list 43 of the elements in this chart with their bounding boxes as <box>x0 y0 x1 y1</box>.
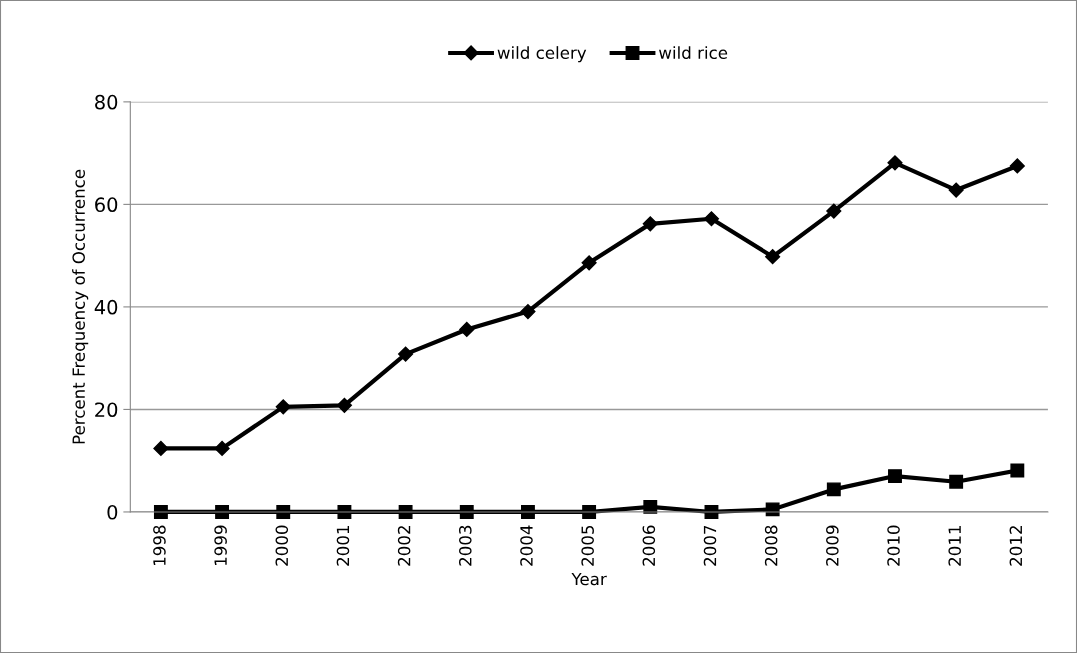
x-tick-label: 2004 <box>520 525 533 566</box>
point <box>826 203 842 219</box>
point <box>948 182 964 198</box>
y-axis-title: Percent Frequency of Occurrence <box>72 169 89 444</box>
point <box>581 255 597 271</box>
point <box>336 397 352 413</box>
point <box>642 216 658 232</box>
point <box>520 303 536 320</box>
point <box>1010 463 1025 478</box>
x-tick-label: 2009 <box>826 525 839 566</box>
x-tick-label: 1999 <box>214 525 227 566</box>
point <box>459 321 475 338</box>
x-tick-label: 2006 <box>642 525 656 566</box>
x-tick-label: 2011 <box>948 525 961 566</box>
point <box>949 474 964 489</box>
x-tick-label: 1998 <box>153 525 166 566</box>
x-tick-label: 2002 <box>397 526 411 566</box>
x-tick-label: 2001 <box>336 525 350 566</box>
point <box>765 249 781 265</box>
point <box>888 469 902 484</box>
point <box>214 440 230 456</box>
legend-label: wild rice <box>659 46 728 60</box>
y-tick-label: 20 <box>95 402 118 418</box>
x-tick-label: 2000 <box>275 525 289 566</box>
point <box>887 155 903 171</box>
x-tick-label: 2012 <box>1009 526 1023 566</box>
y-tick-label: 60 <box>95 197 118 213</box>
x-tick-label: 2010 <box>887 525 900 566</box>
point <box>1009 158 1025 174</box>
legend-label: wild celery <box>497 46 587 63</box>
y-tick-label: 0 <box>107 504 118 520</box>
x-tick-label: 2007 <box>703 525 717 566</box>
point <box>275 399 291 415</box>
x-tick-label: 2003 <box>459 525 472 566</box>
point <box>703 211 720 227</box>
point <box>398 346 414 362</box>
x-tick-label: 2005 <box>581 525 594 566</box>
point <box>153 440 169 456</box>
x-axis-title: Year <box>571 572 607 586</box>
y-tick-label: 40 <box>94 299 118 315</box>
y-tick-label: 80 <box>95 94 118 110</box>
point <box>826 482 841 497</box>
x-tick-label: 2008 <box>764 525 778 566</box>
